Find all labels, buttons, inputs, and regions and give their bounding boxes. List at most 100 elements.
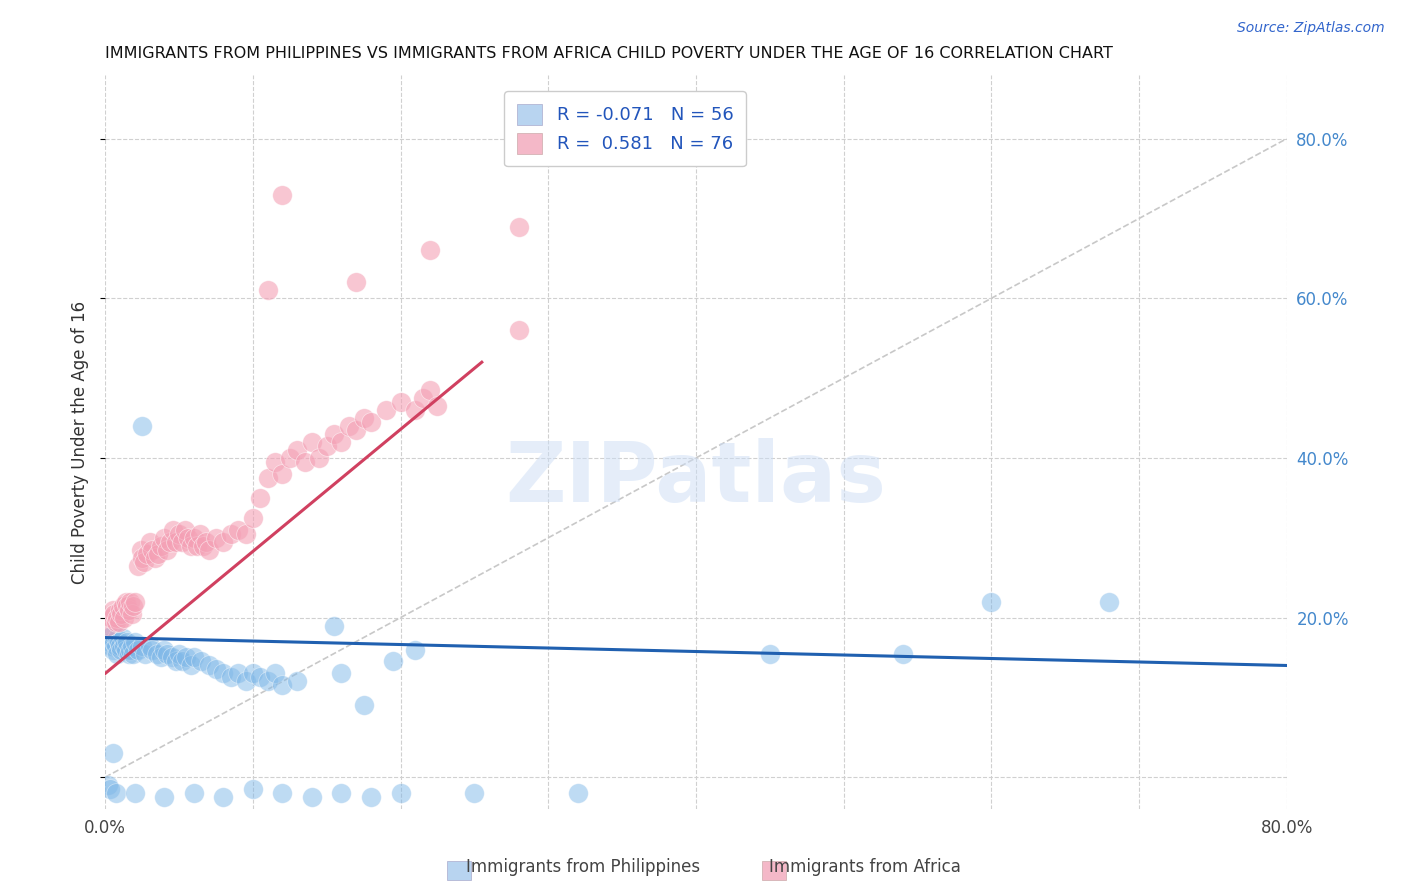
- Point: [219, 526, 242, 541]
- Point: [115, 642, 138, 657]
- Point: [205, 531, 228, 545]
- Point: [145, 550, 167, 565]
- Point: [212, 534, 235, 549]
- Point: [160, 650, 183, 665]
- Point: [315, 439, 337, 453]
- Point: [121, 607, 143, 621]
- Point: [330, 666, 353, 681]
- Point: [264, 455, 287, 469]
- Point: [188, 526, 211, 541]
- Point: [194, 534, 217, 549]
- Point: [256, 471, 278, 485]
- Point: [197, 658, 219, 673]
- Point: [105, 647, 128, 661]
- Point: [105, 610, 128, 624]
- Point: [153, 790, 176, 805]
- Point: [330, 435, 353, 450]
- Point: [308, 450, 330, 465]
- Point: [249, 670, 271, 684]
- Point: [374, 403, 396, 417]
- Point: [98, 634, 121, 648]
- Point: [104, 786, 127, 800]
- Point: [353, 411, 375, 425]
- Point: [118, 647, 141, 661]
- Point: [205, 663, 228, 677]
- Point: [294, 455, 316, 469]
- Point: [256, 674, 278, 689]
- Point: [121, 639, 143, 653]
- Point: [132, 555, 155, 569]
- Point: [127, 558, 149, 573]
- Point: [330, 786, 353, 800]
- Point: [567, 786, 589, 800]
- Point: [256, 284, 278, 298]
- Point: [135, 547, 157, 561]
- Point: [159, 534, 181, 549]
- Point: [176, 650, 198, 665]
- Point: [124, 786, 146, 800]
- Point: [186, 539, 208, 553]
- Point: [112, 639, 135, 653]
- Point: [285, 442, 308, 457]
- Y-axis label: Child Poverty Under the Age of 16: Child Poverty Under the Age of 16: [72, 301, 89, 583]
- Point: [120, 594, 142, 608]
- Point: [190, 655, 212, 669]
- Point: [167, 526, 190, 541]
- Point: [419, 383, 441, 397]
- Point: [389, 395, 412, 409]
- Point: [150, 650, 173, 665]
- Point: [463, 786, 485, 800]
- Point: [105, 631, 128, 645]
- Point: [122, 647, 145, 661]
- Point: [101, 746, 124, 760]
- Point: [183, 531, 205, 545]
- Point: [110, 607, 132, 621]
- Point: [127, 642, 149, 657]
- Point: [264, 666, 287, 681]
- Point: [97, 778, 120, 792]
- Point: [180, 539, 202, 553]
- Point: [419, 244, 441, 258]
- Point: [141, 642, 163, 657]
- Point: [1098, 594, 1121, 608]
- Point: [389, 786, 412, 800]
- Point: [100, 610, 122, 624]
- Point: [110, 642, 132, 657]
- Point: [101, 626, 124, 640]
- Point: [131, 639, 153, 653]
- Point: [150, 539, 173, 553]
- Point: [212, 666, 235, 681]
- Point: [148, 547, 170, 561]
- Point: [111, 631, 134, 645]
- Point: [141, 542, 163, 557]
- Point: [107, 615, 129, 629]
- Point: [271, 678, 294, 692]
- Point: [212, 790, 235, 805]
- Point: [117, 634, 139, 648]
- Text: Source: ZipAtlas.com: Source: ZipAtlas.com: [1237, 21, 1385, 35]
- Point: [117, 599, 139, 613]
- Point: [980, 594, 1002, 608]
- Text: ZIPatlas: ZIPatlas: [505, 438, 886, 519]
- Point: [153, 531, 176, 545]
- Point: [174, 523, 197, 537]
- Point: [758, 647, 780, 661]
- Point: [115, 594, 138, 608]
- Point: [100, 639, 122, 653]
- Point: [242, 666, 264, 681]
- Point: [98, 782, 121, 797]
- Legend: R = -0.071   N = 56, R =  0.581   N = 76: R = -0.071 N = 56, R = 0.581 N = 76: [505, 91, 747, 167]
- Point: [226, 666, 249, 681]
- Point: [226, 523, 249, 537]
- Point: [242, 782, 264, 797]
- Point: [167, 647, 190, 661]
- Point: [271, 467, 294, 481]
- Point: [153, 642, 176, 657]
- Point: [138, 639, 160, 653]
- Point: [107, 634, 129, 648]
- Point: [118, 602, 141, 616]
- Point: [124, 634, 146, 648]
- Point: [508, 219, 530, 234]
- Point: [344, 423, 367, 437]
- Point: [104, 639, 127, 653]
